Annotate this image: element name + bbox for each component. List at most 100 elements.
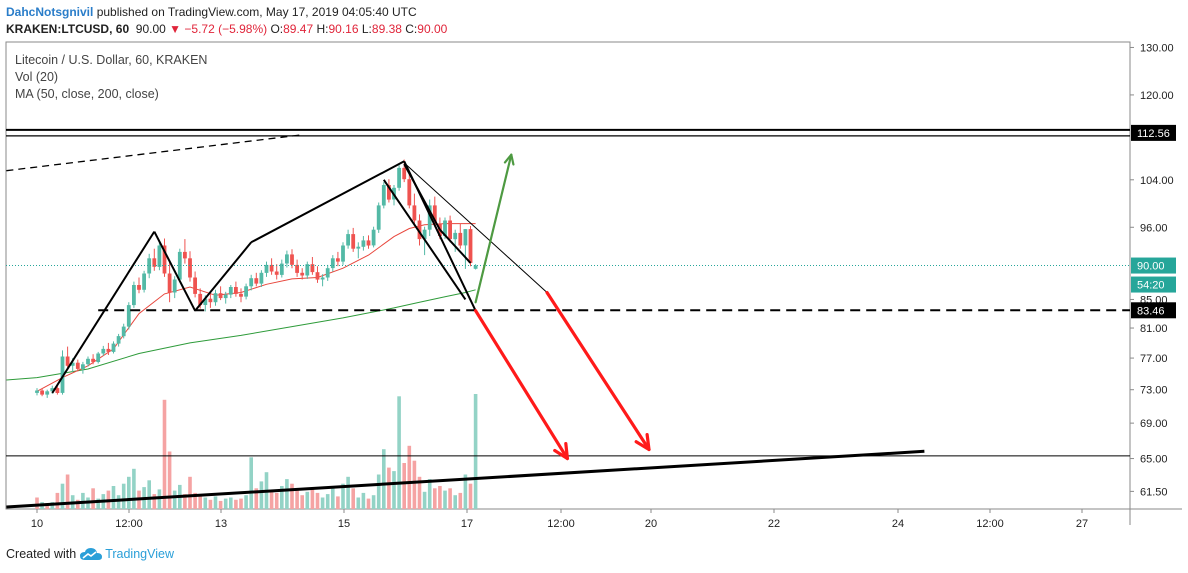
- legend-volume[interactable]: Vol (20): [15, 70, 59, 84]
- volume-bar: [468, 483, 473, 509]
- candle-body: [336, 258, 340, 262]
- candle-body: [126, 305, 131, 327]
- candle: [473, 264, 478, 270]
- bearish-arrow: [545, 290, 651, 452]
- candle-body: [132, 285, 136, 306]
- candle-body: [239, 293, 243, 297]
- candle: [106, 342, 111, 355]
- candle-body: [361, 240, 366, 247]
- candle-body: [75, 362, 80, 369]
- x-tick-label: 22: [768, 518, 780, 530]
- chart-header: DahcNotsgnivil published on TradingView.…: [6, 4, 447, 38]
- volume-bar: [310, 489, 315, 509]
- tradingview-brand: TradingView: [105, 547, 174, 561]
- candle-body: [193, 277, 197, 294]
- candle-body: [285, 254, 289, 264]
- volume-bar: [213, 496, 218, 510]
- candle-body: [60, 356, 65, 393]
- candle-body: [463, 229, 468, 246]
- candle-body: [402, 167, 407, 180]
- candle-body: [325, 268, 330, 278]
- candle-body: [341, 245, 345, 262]
- last-price-label-box: [1131, 257, 1176, 274]
- candle-body: [305, 264, 310, 276]
- candle: [427, 199, 432, 236]
- high-label: H:: [316, 22, 329, 36]
- y-tick-label: 96.00: [1140, 222, 1168, 234]
- candle-body: [249, 278, 254, 287]
- volume-bar: [402, 463, 406, 509]
- publish-info: published on TradingView.com, May 17, 20…: [93, 5, 417, 19]
- author-name[interactable]: DahcNotsgnivil: [6, 5, 94, 19]
- high-value: 90.16: [328, 22, 359, 36]
- candle: [351, 227, 356, 252]
- resistance-price-label: 112.56: [1137, 128, 1170, 140]
- candle: [208, 291, 213, 308]
- candle-body: [346, 234, 350, 246]
- candle-body: [137, 285, 141, 290]
- candle: [111, 341, 116, 354]
- candle-body: [152, 258, 157, 267]
- price-change: ▼ −5.72 (−5.98%): [169, 22, 268, 36]
- tradingview-logo[interactable]: TradingView: [80, 547, 174, 561]
- candle-body: [172, 279, 177, 293]
- candle: [448, 215, 452, 243]
- candle-body: [443, 220, 447, 236]
- candle: [81, 361, 85, 374]
- y-tick-label: 81.00: [1140, 323, 1168, 335]
- candle-body: [351, 234, 356, 249]
- volume-bar: [208, 499, 213, 509]
- volume-bar: [218, 500, 223, 509]
- candle: [137, 277, 141, 294]
- volume-bar: [412, 460, 417, 509]
- candle: [172, 276, 177, 299]
- candle-body: [183, 251, 187, 259]
- legend-series-title[interactable]: Litecoin / U.S. Dollar, 60, KRAKEN: [15, 53, 208, 67]
- y-tick-label: 130.00: [1140, 42, 1174, 54]
- candle-body: [407, 179, 412, 206]
- footer: Created with TradingView: [6, 547, 174, 561]
- pattern-line: [439, 229, 472, 264]
- candle: [346, 229, 350, 249]
- pattern-line: [51, 231, 156, 394]
- volume-bar: [361, 492, 366, 509]
- x-tick-label: 10: [31, 518, 43, 530]
- y-tick-label: 77.00: [1140, 353, 1168, 365]
- candle-body: [453, 232, 458, 240]
- candle: [305, 261, 310, 279]
- volume-bar: [183, 494, 187, 510]
- candle-body: [106, 348, 111, 352]
- volume-bar: [397, 396, 401, 509]
- candle-body: [387, 185, 391, 200]
- candle: [193, 271, 197, 298]
- volume-bar: [371, 495, 376, 509]
- candle: [407, 173, 412, 209]
- volume-bar: [453, 495, 457, 509]
- candle-body: [116, 336, 121, 344]
- y-tick-label: 65.00: [1140, 454, 1168, 466]
- candle-body: [458, 232, 463, 246]
- arrow-shaft: [474, 153, 513, 304]
- candle: [274, 264, 279, 280]
- candle: [45, 389, 50, 398]
- candle: [458, 223, 463, 249]
- chart-legend: Litecoin / U.S. Dollar, 60, KRAKEN Vol (…: [15, 52, 207, 103]
- lower-trendline: [6, 449, 925, 509]
- volume-bar: [448, 488, 452, 509]
- candle: [162, 238, 167, 277]
- legend-moving-average[interactable]: MA (50, close, 200, close): [15, 87, 159, 101]
- volume-bar: [76, 499, 80, 509]
- candle-body: [111, 343, 116, 352]
- candle-body: [223, 294, 228, 299]
- candle: [387, 179, 391, 203]
- candle: [285, 250, 289, 268]
- plot-frame: [5, 41, 1131, 510]
- volume-bar: [392, 471, 396, 510]
- candle-body: [264, 264, 269, 273]
- volume-bar: [239, 498, 243, 509]
- candle-body: [422, 229, 427, 240]
- candle: [239, 288, 243, 303]
- candle: [96, 351, 101, 364]
- candle-body: [300, 272, 305, 276]
